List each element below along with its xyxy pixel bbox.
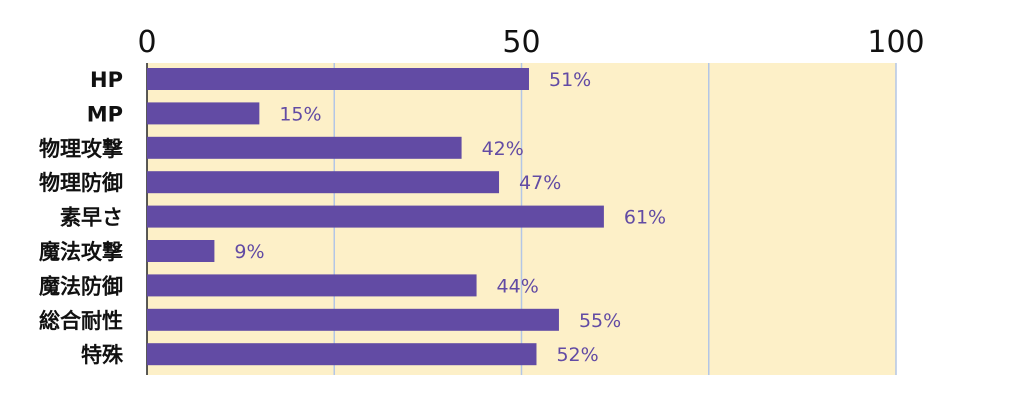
bar-1 bbox=[147, 68, 529, 90]
bar-9 bbox=[147, 343, 537, 366]
bar-4 bbox=[147, 171, 500, 194]
data-label-2: 15% bbox=[279, 103, 321, 125]
data-label-3: 42% bbox=[482, 138, 524, 160]
bar-2 bbox=[147, 102, 260, 125]
bar-7 bbox=[147, 274, 477, 297]
x-tick-label-50: 50 bbox=[502, 25, 540, 60]
category-label-9: 特殊 bbox=[81, 343, 124, 367]
data-label-1: 51% bbox=[549, 69, 591, 91]
data-label-6: 9% bbox=[234, 241, 264, 263]
x-tick-label-100: 100 bbox=[867, 25, 924, 60]
category-label-3: 物理攻撃 bbox=[39, 137, 123, 161]
category-label-4: 物理防御 bbox=[39, 171, 123, 195]
category-label-8: 総合耐性 bbox=[39, 309, 123, 333]
category-label-7: 魔法防御 bbox=[39, 274, 123, 298]
data-label-7: 44% bbox=[497, 275, 539, 297]
data-label-9: 52% bbox=[556, 344, 598, 366]
bar-5 bbox=[147, 205, 604, 228]
data-label-5: 61% bbox=[624, 207, 666, 229]
data-label-4: 47% bbox=[519, 172, 561, 194]
bar-6 bbox=[147, 240, 215, 262]
bar-3 bbox=[147, 136, 462, 159]
data-label-8: 55% bbox=[579, 310, 621, 332]
category-label-2: MP bbox=[87, 102, 123, 126]
category-label-5: 素早さ bbox=[60, 206, 123, 230]
x-tick-label-0: 0 bbox=[137, 25, 156, 60]
category-label-6: 魔法攻撃 bbox=[39, 240, 123, 264]
bar-8 bbox=[147, 308, 559, 331]
category-label-1: HP bbox=[90, 68, 123, 92]
